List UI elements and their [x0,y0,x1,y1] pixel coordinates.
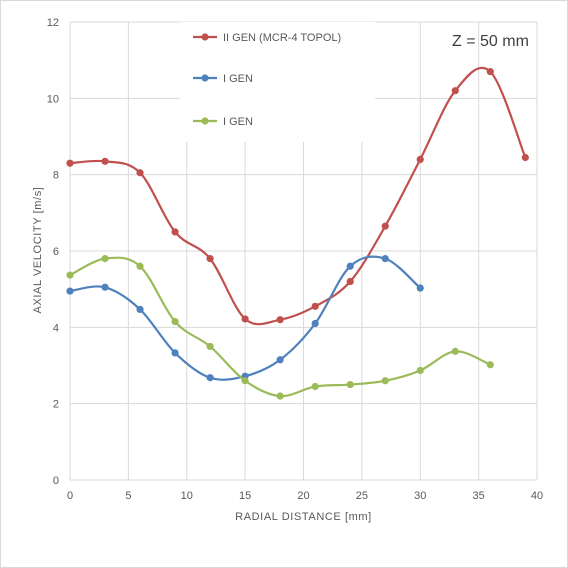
data-point-2-0 [66,287,74,295]
series-1 [66,66,529,326]
data-point-3-7 [311,382,319,391]
series-layer [66,66,529,400]
data-point-3-0 [66,271,74,279]
data-point-1-5 [241,315,249,323]
legend-label-1: II GEN (MCR-4 TOPOL) [223,32,341,44]
data-point-3-3 [171,318,179,326]
x-tick-label-30: 30 [414,490,426,502]
legend-swatch-marker-1 [201,33,209,41]
data-point-2-4 [206,374,214,382]
data-point-1-13 [521,153,529,162]
legend: II GEN (MCR-4 TOPOL) I GEN I GEN [180,22,375,142]
y-tick-label-4: 4 [53,322,59,334]
data-point-2-8 [346,262,354,270]
y-tick-label-8: 8 [53,170,59,182]
data-point-1-1 [101,157,109,165]
y-tick-label-6: 6 [53,246,59,258]
x-tick-label-15: 15 [239,490,251,502]
data-point-2-3 [171,349,179,357]
legend-label-3: I GEN [223,116,253,128]
data-point-1-3 [171,228,179,236]
legend-item-1: II GEN (MCR-4 TOPOL) [193,32,341,44]
x-tick-label-0: 0 [67,490,73,502]
y-axis-title: AXIAL VELOCITY [m/s] [32,187,44,314]
y-tick-label-0: 0 [53,475,59,487]
data-point-1-11 [451,87,459,95]
data-point-2-7 [311,319,319,328]
axes: 0 2 4 6 8 10 12 0 5 10 15 20 25 30 35 40 [47,17,543,502]
data-point-3-5 [241,377,249,385]
data-point-3-9 [381,377,389,385]
data-point-1-0 [66,159,74,167]
data-point-3-4 [206,342,214,351]
legend-swatch-marker-2 [201,74,209,82]
z-annotation: Z = 50 mm [452,33,529,50]
legend-swatch-marker-3 [201,117,209,125]
data-point-1-6 [276,316,284,324]
x-tick-label-40: 40 [531,490,543,502]
data-point-2-10 [416,284,424,292]
data-point-1-12 [486,68,494,76]
data-point-2-6 [276,356,284,364]
data-point-1-7 [311,302,319,310]
data-point-2-1 [101,283,109,291]
data-point-3-11 [451,347,459,355]
data-point-3-1 [101,255,109,263]
data-point-3-10 [416,366,424,375]
series-3 [66,255,494,400]
x-tick-label-5: 5 [125,490,131,502]
y-tick-label-12: 12 [47,17,59,29]
legend-item-2: I GEN [193,73,253,85]
data-point-3-2 [136,262,144,270]
data-point-2-2 [136,305,144,313]
data-point-1-9 [381,222,389,230]
x-tick-label-10: 10 [181,490,193,502]
data-point-3-6 [276,392,284,400]
data-point-3-8 [346,380,354,389]
x-tick-label-20: 20 [297,490,309,502]
data-point-1-2 [136,169,144,177]
data-point-1-10 [416,155,424,163]
data-point-2-9 [381,255,389,263]
x-tick-label-35: 35 [473,490,485,502]
x-axis-title: RADIAL DISTANCE [mm] [235,511,372,523]
legend-item-3: I GEN [193,116,253,128]
data-point-3-12 [486,361,494,369]
y-tick-label-2: 2 [53,399,59,411]
x-tick-label-25: 25 [356,490,368,502]
legend-label-2: I GEN [223,73,253,85]
data-point-1-4 [206,255,214,263]
y-tick-label-10: 10 [47,93,59,105]
data-point-1-8 [346,277,354,286]
